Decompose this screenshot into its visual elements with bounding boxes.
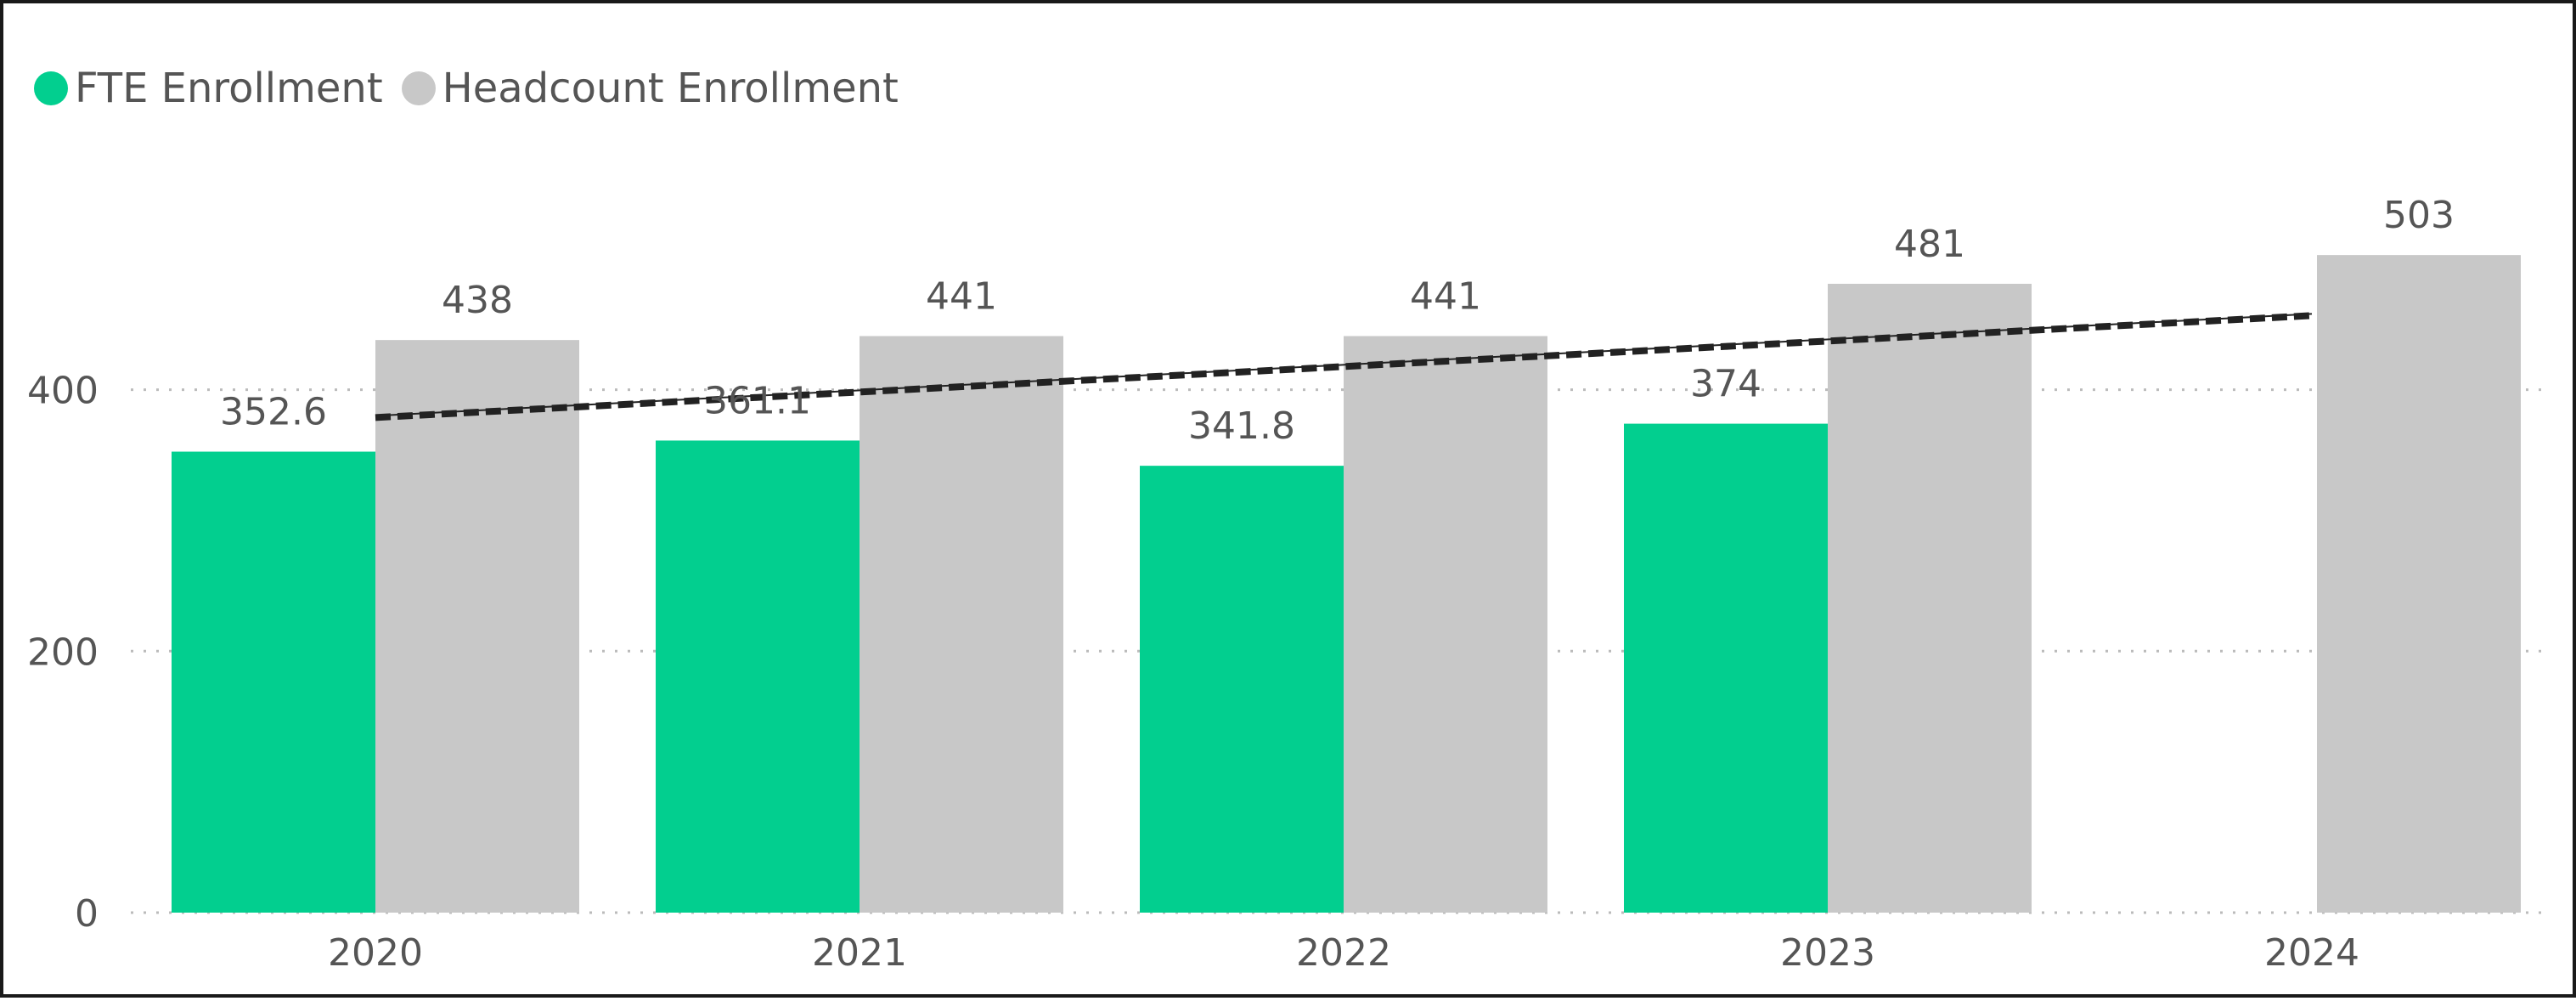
y-axis: 0 200 400 [27,370,99,936]
data-label-fte-2021: 361.1 [704,379,811,422]
legend: FTE Enrollment Headcount Enrollment [34,58,917,119]
x-tick-label-2020: 2020 [328,931,423,975]
x-tick-label-2023: 2023 [1780,931,1875,975]
trend-layer [375,312,2313,421]
data-label-headcount-2022: 441 [1410,275,1481,319]
bar-headcount-2024[interactable] [2317,255,2521,913]
data-label-headcount-2023: 481 [1894,223,1965,266]
bar-fte-2020[interactable] [172,451,375,913]
bar-layer [172,255,2521,913]
y-tick-label: 0 [75,892,99,936]
bar-fte-2021[interactable] [656,440,860,913]
x-tick-label-2024: 2024 [2264,931,2359,975]
y-tick-label: 200 [27,631,99,674]
trend-line [375,312,2313,421]
bar-fte-2023[interactable] [1624,423,1828,913]
y-tick-label: 400 [27,370,99,413]
bar-headcount-2022[interactable] [1344,336,1547,913]
legend-item-headcount[interactable]: Headcount Enrollment [401,65,899,112]
data-label-headcount-2021: 441 [926,275,997,319]
x-tick-label-2022: 2022 [1296,931,1391,975]
legend-item-fte[interactable]: FTE Enrollment [34,65,383,112]
data-label-headcount-2024: 503 [2383,194,2455,237]
data-label-layer: 352.6 438 361.1 441 341.8 441 374 481 503 [220,194,2455,448]
bar-headcount-2021[interactable] [860,336,1063,913]
x-tick-label-2021: 2021 [812,931,907,975]
data-label-fte-2020: 352.6 [220,391,327,434]
legend-label-headcount: Headcount Enrollment [442,65,899,112]
x-axis: 2020 2021 2022 2023 2024 [328,931,2359,975]
bar-fte-2022[interactable] [1140,466,1344,913]
legend-dot-headcount [401,71,436,105]
data-label-headcount-2020: 438 [442,279,513,322]
data-label-fte-2023: 374 [1690,363,1761,406]
chart-plot: 0 200 400 352.6 438 361.1 441 341.8 441 374 481 50… [27,194,2551,975]
data-label-fte-2022: 341.8 [1188,404,1295,448]
legend-label-fte: FTE Enrollment [75,65,383,112]
bar-headcount-2023[interactable] [1828,283,2032,913]
legend-dot-fte [34,71,68,105]
bar-headcount-2020[interactable] [375,340,579,913]
